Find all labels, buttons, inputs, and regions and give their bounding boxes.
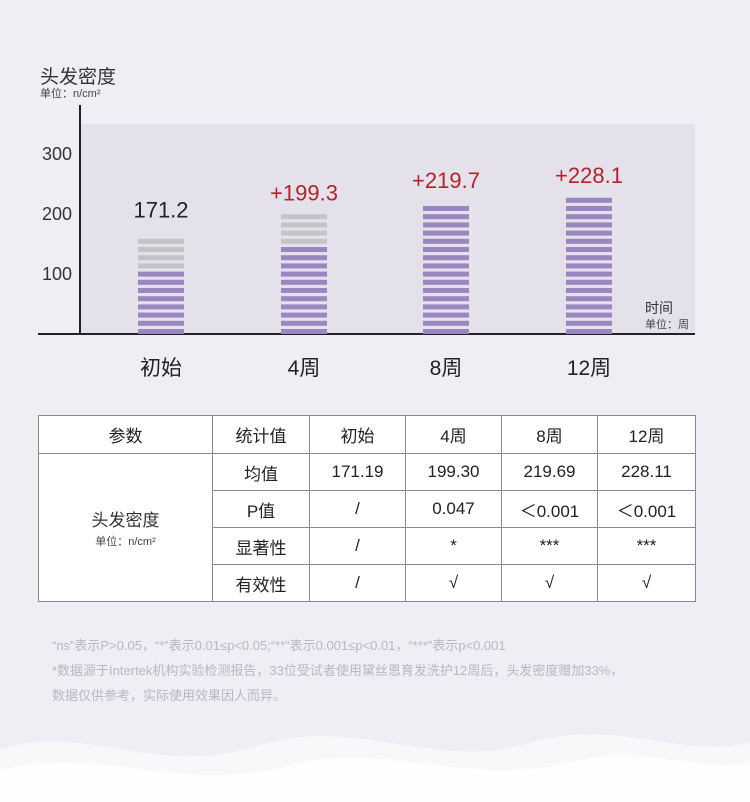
table-cell: √ — [405, 564, 502, 602]
category-label: 4周 — [288, 357, 321, 380]
table-row: 有效性 / √ √ √ — [39, 564, 696, 602]
source-note: *数据源于Intertek机构实验检测报告，33位受试者使用黛丝恩育发洗护12周… — [52, 663, 624, 678]
table-cell: *** — [597, 527, 696, 565]
table-cell: 171.19 — [309, 453, 406, 491]
bar — [566, 197, 612, 334]
table-cell: 228.11 — [597, 453, 696, 491]
y-tick-label: 300 — [42, 144, 72, 164]
table-header: 参数 — [38, 415, 213, 454]
value-label: +219.7 — [412, 168, 480, 193]
param-cell: 头发密度 单位：n/cm² — [38, 453, 213, 602]
table-header: 初始 — [309, 415, 406, 454]
disclaimer-note: 数据仅供参考，实际使用效果因人而异。 — [52, 688, 287, 703]
table-cell: *** — [501, 527, 598, 565]
table-row: 显著性 / * *** *** — [39, 527, 696, 565]
significance-note: “ns”表示P>0.05，“*”表示0.01≤p<0.05;“**”表示0.00… — [52, 638, 506, 653]
table-cell: ＜0.001 — [501, 490, 598, 528]
value-label: +199.3 — [270, 180, 338, 205]
table-cell: / — [309, 490, 406, 528]
table-cell: / — [309, 564, 406, 602]
param-name: 头发密度 — [91, 511, 160, 530]
table-header: 统计值 — [212, 415, 310, 454]
table-cell: / — [309, 527, 406, 565]
table-cell: √ — [501, 564, 598, 602]
bar — [423, 206, 469, 334]
table-header: 12周 — [597, 415, 696, 454]
density-table: 参数 统计值 初始 4周 8周 12周 头发密度 单位：n/cm² 均值 171… — [38, 415, 696, 602]
y-axis-unit: 单位：n/cm² — [40, 88, 101, 100]
table-cell: √ — [597, 564, 696, 602]
table-cell: 219.69 — [501, 453, 598, 491]
plot-background — [80, 124, 695, 334]
table-cell: 0.047 — [405, 490, 502, 528]
table-header-row: 参数 统计值 初始 4周 8周 12周 — [38, 415, 696, 454]
category-label: 12周 — [567, 357, 611, 380]
table-header: 4周 — [405, 415, 502, 454]
row-label: 均值 — [212, 453, 310, 491]
category-label: 初始 — [140, 357, 182, 380]
x-axis-title: 时间 — [645, 300, 673, 316]
row-label: 有效性 — [212, 564, 310, 602]
y-axis-title: 头发密度 — [40, 67, 117, 88]
param-unit: 单位：n/cm² — [95, 536, 156, 548]
table-header: 8周 — [501, 415, 598, 454]
value-label: 171.2 — [133, 197, 188, 222]
x-axis-unit: 单位：周 — [645, 319, 689, 331]
table-row: 头发密度 单位：n/cm² 均值 171.19 199.30 219.69 22… — [38, 453, 696, 602]
bar-chart: 100 200 300 171.2 初始 +199.3 4周 +219.7 8周 +228.1 12… — [38, 105, 695, 380]
table-cell: * — [405, 527, 502, 565]
row-label: 显著性 — [212, 527, 310, 565]
table-cell: ＜0.001 — [597, 490, 696, 528]
wave-decoration — [0, 734, 750, 802]
value-label: +228.1 — [555, 163, 623, 188]
y-tick-label: 200 — [42, 204, 72, 224]
table-cell: 199.30 — [405, 453, 502, 491]
bar — [281, 214, 327, 334]
category-label: 8周 — [430, 357, 463, 380]
y-tick-label: 100 — [42, 264, 72, 284]
bar — [138, 238, 184, 334]
row-label: P值 — [212, 490, 310, 528]
